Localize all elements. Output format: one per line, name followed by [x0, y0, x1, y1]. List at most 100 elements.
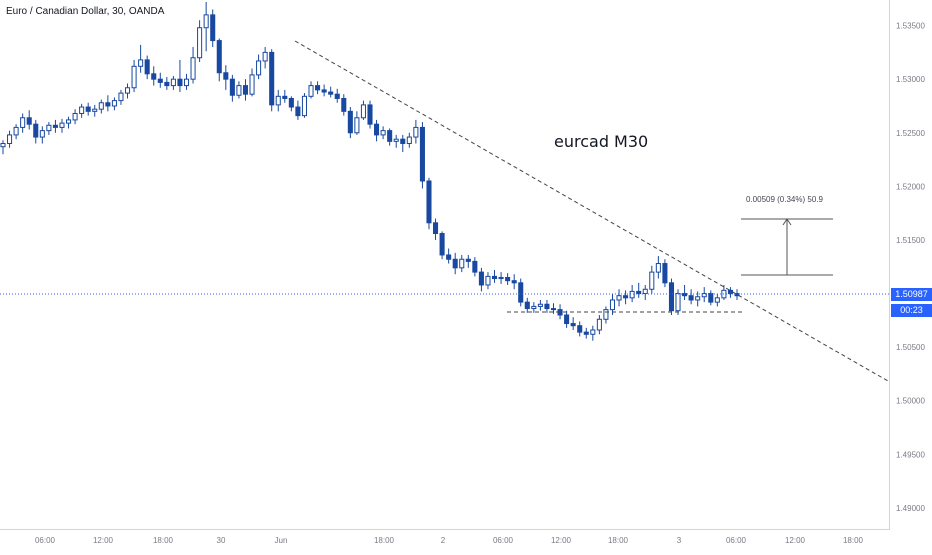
candle	[46, 122, 52, 135]
candle	[315, 81, 321, 95]
candle-body-up	[616, 295, 622, 301]
candle	[485, 272, 491, 290]
price-tick-label: 1.52000	[896, 182, 925, 191]
candle-body-down	[511, 280, 517, 284]
price-tick-label: 1.49000	[896, 504, 925, 513]
time-tick-label: 06:00	[726, 536, 747, 545]
price-tick-label: 1.49500	[896, 450, 925, 459]
candle-body-up	[118, 92, 124, 102]
candle	[301, 93, 307, 118]
candle-body-up	[380, 130, 386, 136]
candle	[570, 317, 576, 330]
candle-body-up	[531, 305, 537, 310]
candle	[564, 310, 570, 328]
symbol-title[interactable]: Euro / Canadian Dollar, 30, OANDA	[6, 6, 165, 17]
candle-body-down	[223, 72, 229, 80]
time-tick-label: 12:00	[551, 536, 572, 545]
candle	[590, 325, 596, 341]
candle	[393, 134, 399, 148]
candle	[7, 130, 13, 148]
candle-body-up	[170, 78, 176, 87]
candle-body-down	[328, 91, 334, 95]
candle	[341, 94, 347, 116]
candle	[105, 95, 111, 112]
candle-body-up	[111, 100, 117, 107]
candle-body-down	[387, 130, 393, 142]
candle	[426, 177, 432, 230]
candle	[177, 59, 183, 93]
candle	[439, 231, 445, 260]
candle-body-up	[301, 95, 307, 117]
countdown-badge: 00:23	[891, 304, 932, 317]
candle-body-up	[256, 60, 262, 76]
price-range-measure[interactable]	[741, 218, 833, 276]
candle-body-down	[472, 260, 478, 273]
candle-body-down	[341, 97, 347, 112]
candle	[197, 20, 203, 63]
candle	[701, 287, 707, 303]
candle-body-down	[157, 78, 163, 83]
candle-body-down	[164, 81, 170, 87]
trendline[interactable]	[294, 40, 889, 382]
time-tick-label: 18:00	[608, 536, 629, 545]
candle-body-down	[347, 110, 353, 134]
candle-body-down	[229, 78, 235, 96]
candle-body-down	[708, 293, 714, 303]
candle-body-up	[0, 142, 6, 148]
candle	[164, 77, 170, 90]
candle-body-down	[419, 126, 425, 182]
candle	[72, 109, 78, 125]
candle	[151, 66, 157, 86]
candle-body-up	[39, 130, 45, 138]
price-tick-label: 1.50500	[896, 343, 925, 352]
candle	[295, 100, 301, 120]
candle-body-up	[236, 85, 242, 96]
candle-body-up	[393, 138, 399, 142]
candle	[472, 257, 478, 277]
time-axis[interactable]: 06:00 12:00 18:00 30 Jun 18:00 2 06:00 12:00 18:0…	[35, 536, 864, 545]
candle-body-down	[662, 263, 668, 284]
candle	[629, 284, 635, 303]
candle-body-up	[596, 318, 602, 331]
candle	[66, 116, 72, 129]
candle	[380, 126, 386, 140]
candle-body-down	[465, 258, 471, 262]
candle	[662, 259, 668, 288]
candle-body-up	[406, 136, 412, 144]
candle-body-up	[485, 275, 491, 286]
chart-annotation-text[interactable]: eurcad M30	[554, 132, 649, 151]
candle	[59, 118, 65, 133]
candle	[288, 96, 294, 112]
candle	[210, 9, 216, 48]
candle-body-down	[367, 104, 373, 125]
candle	[446, 248, 452, 264]
candle	[85, 102, 91, 116]
candle-body-down	[295, 106, 301, 117]
candle-body-down	[216, 40, 222, 74]
candle	[92, 104, 98, 117]
candle-body-up	[609, 299, 616, 311]
time-tick-label: 18:00	[843, 536, 864, 545]
candle	[688, 289, 694, 305]
candle-body-down	[269, 51, 275, 106]
candle	[111, 97, 117, 111]
candle-body-down	[668, 282, 674, 312]
price-tick-label: 1.53500	[896, 22, 925, 31]
candle-body-up	[20, 117, 26, 128]
candle	[118, 89, 124, 105]
candle-body-up	[46, 124, 52, 132]
candle-body-down	[400, 138, 406, 144]
candle	[668, 278, 674, 315]
candle-body-up	[459, 258, 465, 269]
candle	[374, 119, 380, 142]
candle	[544, 299, 550, 313]
candle	[190, 47, 196, 84]
candle	[242, 79, 249, 101]
candle-body-up	[590, 329, 596, 335]
candle	[262, 47, 268, 69]
candle	[649, 265, 655, 294]
candle-body-down	[144, 59, 150, 75]
candle	[20, 113, 26, 133]
